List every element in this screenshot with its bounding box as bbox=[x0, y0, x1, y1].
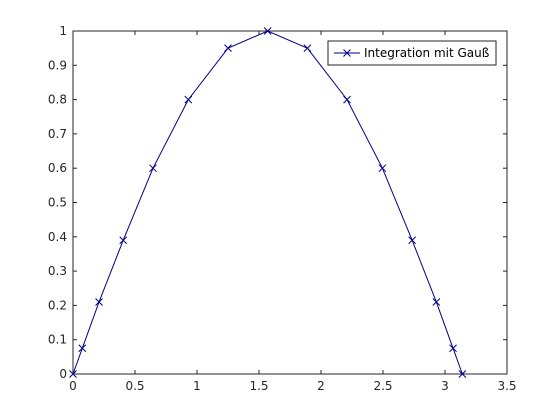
y-tick-label: 0.5 bbox=[48, 196, 67, 210]
y-tick-label: 0.1 bbox=[48, 333, 67, 347]
plot-area bbox=[72, 30, 508, 375]
x-tick-label: 2.5 bbox=[373, 379, 392, 393]
y-tick-label: 1 bbox=[59, 24, 67, 38]
legend-marker-sample bbox=[343, 49, 351, 57]
y-tick-label: 0 bbox=[59, 367, 67, 381]
data-point-marker bbox=[224, 44, 232, 53]
series-layer bbox=[69, 27, 467, 378]
data-point-marker bbox=[432, 298, 441, 306]
data-point-marker bbox=[149, 164, 157, 173]
data-point-marker bbox=[449, 344, 457, 353]
legend: Integration mit Gauß bbox=[327, 40, 497, 66]
x-tick-label: 2 bbox=[317, 379, 325, 393]
data-point-marker bbox=[378, 164, 387, 173]
y-tick-label: 0.2 bbox=[48, 298, 67, 312]
x-tick-label: 3.5 bbox=[497, 379, 516, 393]
legend-label: Integration mit Gauß bbox=[364, 46, 490, 60]
x-tick-label: 3 bbox=[441, 379, 449, 393]
axes-layer: 0 0.5 1 1.5 2 2.5 3 3.5 0 0.1 0.2 0.3 0.4 0.5 0.6 0.7 0.… bbox=[48, 24, 517, 393]
axes-box bbox=[72, 30, 508, 375]
data-point-marker bbox=[184, 95, 193, 104]
y-tick-label: 0.9 bbox=[48, 58, 67, 72]
x-tick-label: 0 bbox=[69, 379, 77, 393]
y-tick-label: 0.3 bbox=[48, 264, 67, 278]
data-point-marker bbox=[263, 27, 272, 35]
series-markers bbox=[69, 27, 467, 378]
x-tick-label: 1 bbox=[193, 379, 201, 393]
y-tick-label: 0.6 bbox=[48, 161, 67, 175]
y-tick-label: 0.8 bbox=[48, 93, 67, 107]
y-tick-label: 0.4 bbox=[48, 230, 67, 244]
data-point-marker bbox=[408, 236, 416, 245]
data-point-marker bbox=[95, 298, 103, 306]
y-tick-label: 0.7 bbox=[48, 127, 67, 141]
data-point-marker bbox=[458, 370, 467, 378]
data-point-marker bbox=[78, 344, 87, 353]
x-tick-label: 1.5 bbox=[249, 379, 268, 393]
data-point-marker bbox=[343, 95, 351, 104]
x-tick-label: 0.5 bbox=[125, 379, 144, 393]
data-point-marker bbox=[303, 44, 312, 53]
data-point-marker bbox=[119, 236, 128, 245]
